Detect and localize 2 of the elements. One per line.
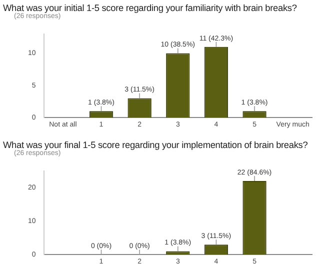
chart-title: What was your initial 1-5 score regarding your familiarity with brain breaks? — [2, 2, 298, 13]
chart-title: What was your final 1-5 score regarding your implementation of brain breaks? — [2, 139, 309, 150]
